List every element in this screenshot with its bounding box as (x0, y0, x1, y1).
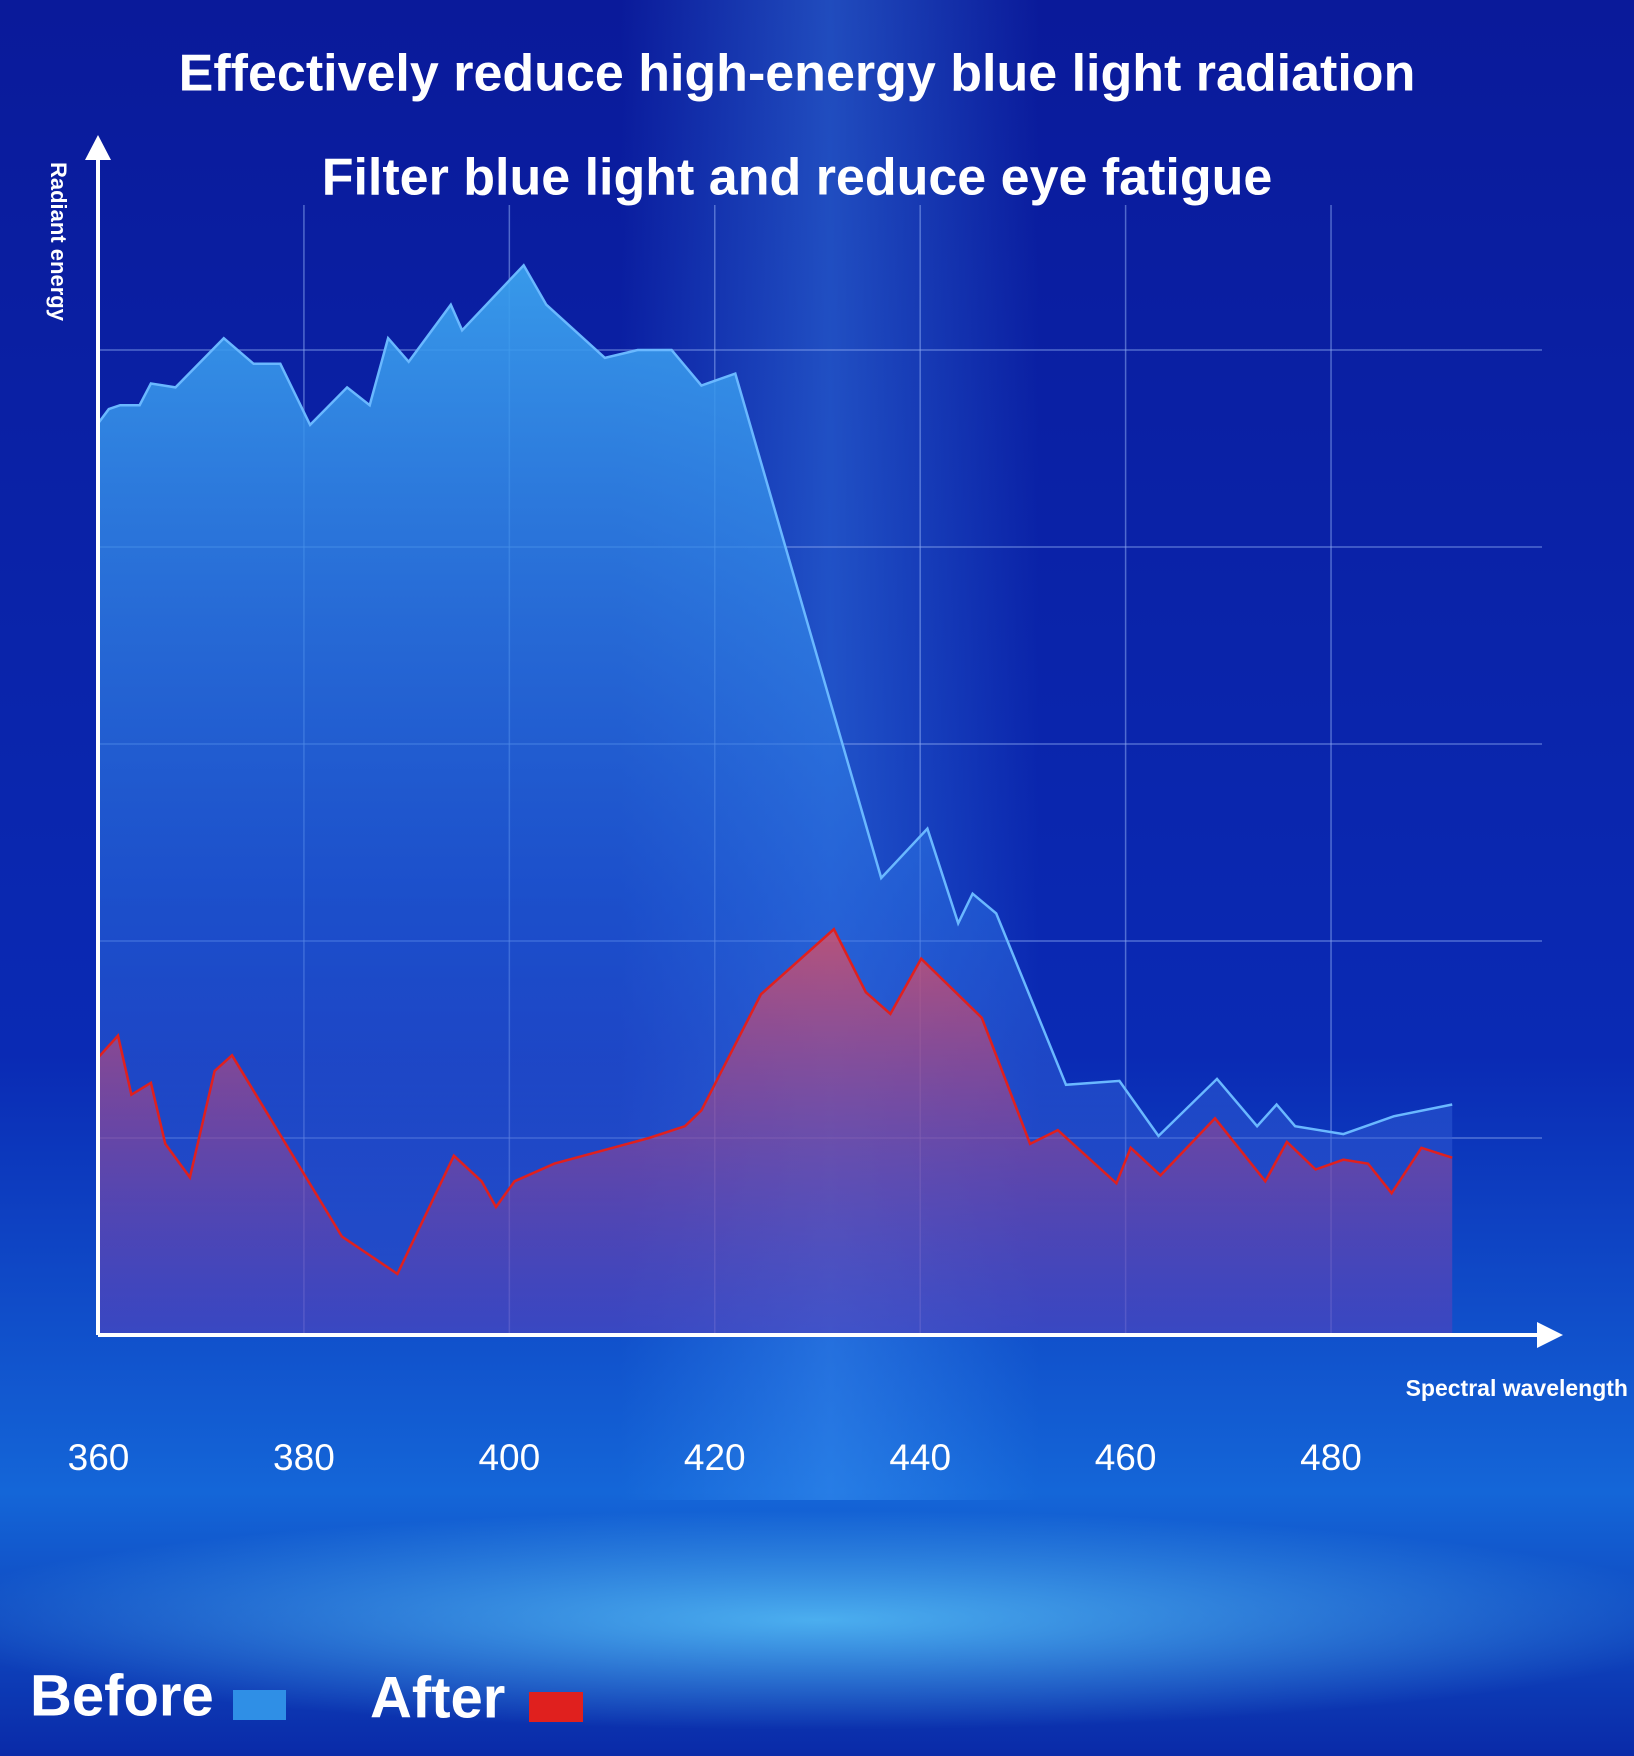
x-axis-label: Spectral wavelength (1406, 1375, 1628, 1401)
area-line (97, 927, 1453, 1276)
plot-area (97, 205, 1542, 1335)
y-axis-label: Radiant energy (46, 162, 71, 322)
area-line (97, 263, 1453, 1138)
x-tick-label: 460 (1095, 1437, 1157, 1478)
x-tick-label: 440 (889, 1437, 951, 1478)
area-fill (98, 929, 1453, 1335)
x-tick-label: 360 (68, 1437, 130, 1478)
x-tick-label: 420 (684, 1437, 746, 1478)
x-axis-arrow (1537, 1322, 1563, 1348)
x-tick-label: 480 (1300, 1437, 1362, 1478)
legend-label: After (370, 1665, 505, 1730)
y-axis-arrow (85, 135, 111, 160)
chart-title: Effectively reduce high-energy blue ligh… (179, 45, 1416, 103)
legend-label: Before (30, 1663, 214, 1728)
legend-swatch (233, 1690, 286, 1720)
chart-subtitle: Filter blue light and reduce eye fatigue (322, 149, 1273, 207)
x-tick-label: 380 (273, 1437, 335, 1478)
area-fill (98, 265, 1453, 1335)
legend-swatch (529, 1692, 583, 1722)
x-tick-label: 400 (478, 1437, 540, 1478)
floor-glow (0, 1510, 1634, 1730)
